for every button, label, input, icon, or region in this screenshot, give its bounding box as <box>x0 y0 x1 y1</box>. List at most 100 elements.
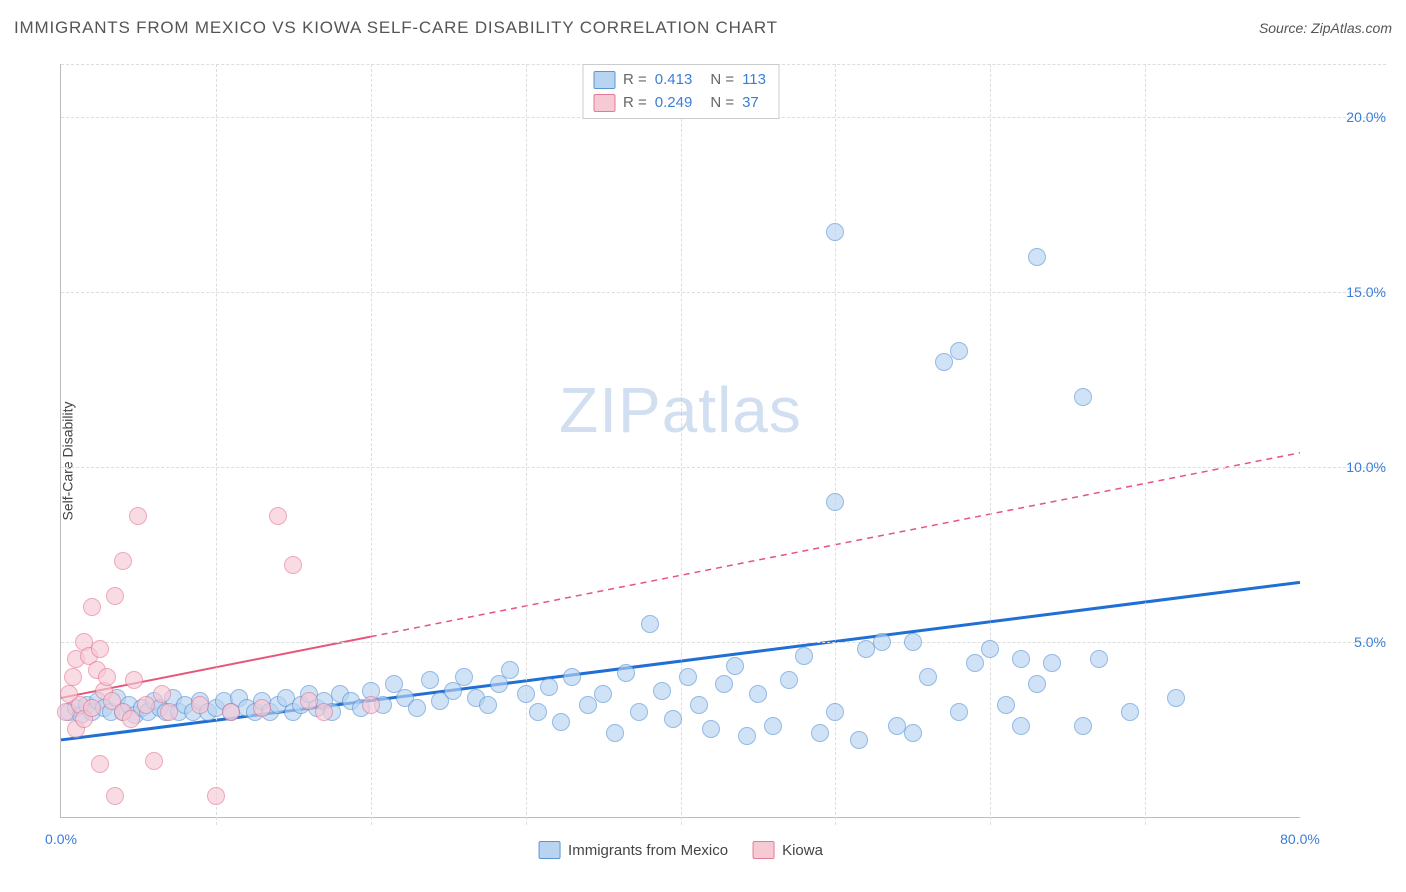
data-point <box>501 661 519 679</box>
gridline-h <box>61 642 1386 643</box>
chart-title: IMMIGRANTS FROM MEXICO VS KIOWA SELF-CAR… <box>14 18 778 38</box>
swatch-a-icon <box>593 71 615 89</box>
legend-row-b: R = 0.249 N = 37 <box>593 92 766 115</box>
data-point <box>617 664 635 682</box>
gridline-h <box>61 292 1386 293</box>
xtick-label: 0.0% <box>45 831 77 847</box>
data-point <box>64 668 82 686</box>
data-point <box>1074 388 1092 406</box>
data-point <box>517 685 535 703</box>
data-point <box>904 724 922 742</box>
chart-area: Self-Care Disability ZIPatlas R = 0.413 … <box>12 50 1394 872</box>
data-point <box>715 675 733 693</box>
data-point <box>540 678 558 696</box>
data-point <box>408 699 426 717</box>
data-point <box>315 703 333 721</box>
xtick-label: 80.0% <box>1280 831 1320 847</box>
data-point <box>129 507 147 525</box>
data-point <box>780 671 798 689</box>
data-point <box>137 696 155 714</box>
data-point <box>950 703 968 721</box>
legend-item-a: Immigrants from Mexico <box>538 841 728 859</box>
data-point <box>726 657 744 675</box>
data-point <box>690 696 708 714</box>
data-point <box>966 654 984 672</box>
data-point <box>919 668 937 686</box>
data-point <box>1028 675 1046 693</box>
data-point <box>981 640 999 658</box>
correlation-legend: R = 0.413 N = 113 R = 0.249 N = 37 <box>582 64 779 119</box>
data-point <box>529 703 547 721</box>
data-point <box>1043 654 1061 672</box>
data-point <box>1167 689 1185 707</box>
data-point <box>83 598 101 616</box>
data-point <box>653 682 671 700</box>
data-point <box>904 633 922 651</box>
source-credit: Source: ZipAtlas.com <box>1259 20 1392 36</box>
data-point <box>811 724 829 742</box>
series-legend: Immigrants from Mexico Kiowa <box>538 841 823 859</box>
data-point <box>738 727 756 745</box>
data-point <box>702 720 720 738</box>
data-point <box>106 587 124 605</box>
data-point <box>641 615 659 633</box>
ytick-label: 15.0% <box>1306 284 1386 300</box>
data-point <box>1012 650 1030 668</box>
data-point <box>207 787 225 805</box>
header-bar: IMMIGRANTS FROM MEXICO VS KIOWA SELF-CAR… <box>14 18 1392 44</box>
ytick-label: 10.0% <box>1306 459 1386 475</box>
data-point <box>83 699 101 717</box>
data-point <box>269 507 287 525</box>
data-point <box>1121 703 1139 721</box>
data-point <box>91 755 109 773</box>
ytick-label: 5.0% <box>1306 634 1386 650</box>
legend-item-b: Kiowa <box>752 841 823 859</box>
data-point <box>1028 248 1046 266</box>
data-point <box>764 717 782 735</box>
data-point <box>106 787 124 805</box>
data-point <box>253 699 271 717</box>
data-point <box>114 552 132 570</box>
data-point <box>455 668 473 686</box>
gridline-v <box>526 64 527 825</box>
data-point <box>98 668 116 686</box>
legend-row-a: R = 0.413 N = 113 <box>593 69 766 92</box>
data-point <box>362 696 380 714</box>
data-point <box>850 731 868 749</box>
data-point <box>1074 717 1092 735</box>
data-point <box>664 710 682 728</box>
data-point <box>191 696 209 714</box>
data-point <box>160 703 178 721</box>
data-point <box>91 640 109 658</box>
plot-region: ZIPatlas R = 0.413 N = 113 R = 0.249 N =… <box>60 64 1300 818</box>
data-point <box>579 696 597 714</box>
data-point <box>479 696 497 714</box>
data-point <box>795 647 813 665</box>
data-point <box>284 556 302 574</box>
data-point <box>1012 717 1030 735</box>
data-point <box>594 685 612 703</box>
data-point <box>630 703 648 721</box>
swatch-a-icon <box>538 841 560 859</box>
data-point <box>873 633 891 651</box>
gridline-h <box>61 467 1386 468</box>
data-point <box>1090 650 1108 668</box>
swatch-b-icon <box>752 841 774 859</box>
data-point <box>749 685 767 703</box>
data-point <box>679 668 697 686</box>
gridline-v <box>681 64 682 825</box>
data-point <box>826 703 844 721</box>
data-point <box>935 353 953 371</box>
swatch-b-icon <box>593 94 615 112</box>
data-point <box>826 493 844 511</box>
data-point <box>153 685 171 703</box>
data-point <box>606 724 624 742</box>
data-point <box>122 710 140 728</box>
gridline-v <box>990 64 991 825</box>
data-point <box>145 752 163 770</box>
data-point <box>552 713 570 731</box>
data-point <box>421 671 439 689</box>
data-point <box>950 342 968 360</box>
data-point <box>826 223 844 241</box>
data-point <box>222 703 240 721</box>
